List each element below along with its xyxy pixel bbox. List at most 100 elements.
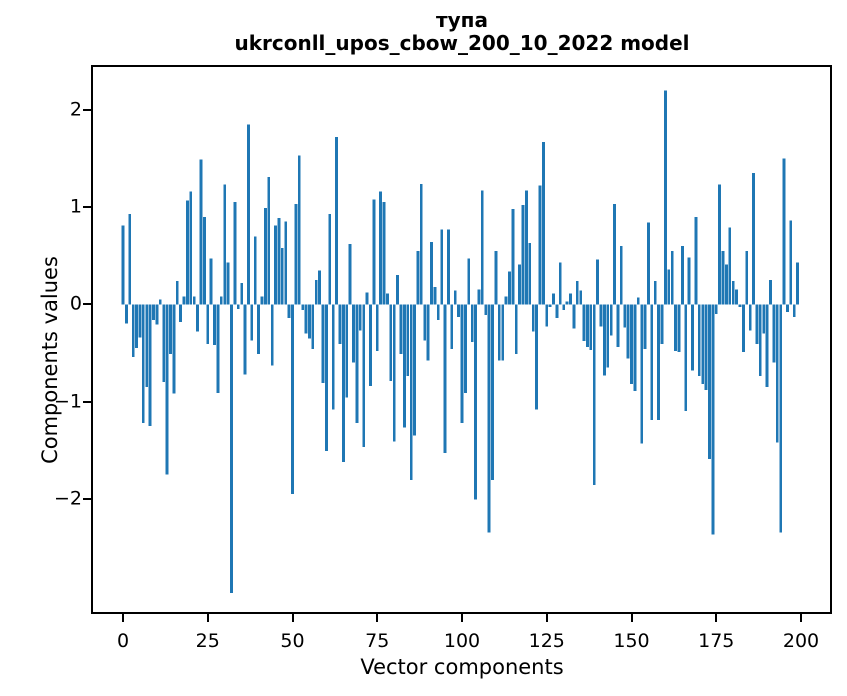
- bar: [162, 304, 166, 383]
- bar: [697, 304, 701, 377]
- x-tick-label: 0: [116, 630, 130, 652]
- bar: [775, 304, 779, 443]
- bar: [541, 141, 545, 305]
- bar: [535, 304, 538, 410]
- bar: [328, 213, 332, 305]
- bar: [660, 304, 664, 345]
- bar: [277, 217, 281, 305]
- bar: [416, 250, 420, 305]
- bar: [131, 304, 135, 357]
- bar: [755, 304, 759, 345]
- bar: [308, 304, 311, 339]
- x-tick-mark: [545, 614, 548, 622]
- bar: [386, 293, 389, 305]
- bar: [728, 227, 732, 305]
- bar: [457, 304, 461, 317]
- bar: [304, 304, 308, 334]
- x-tick-label: 25: [195, 630, 220, 652]
- bar: [484, 304, 488, 315]
- bar: [355, 304, 359, 423]
- bar: [270, 304, 274, 366]
- bar: [565, 301, 569, 305]
- bar: [175, 280, 179, 305]
- bar: [430, 242, 433, 305]
- bar: [199, 159, 203, 305]
- x-tick-label: 175: [698, 630, 735, 652]
- bar: [372, 199, 376, 305]
- x-axis-label: Vector components: [360, 655, 564, 679]
- x-tick-label: 125: [528, 630, 565, 652]
- bar: [358, 304, 362, 331]
- chart-title: тупа ukrconll_upos_cbow_200_10_2022 mode…: [91, 9, 833, 55]
- bar: [311, 304, 315, 350]
- bar: [538, 185, 542, 305]
- bar: [562, 304, 566, 311]
- x-tick-mark: [376, 614, 379, 622]
- bar: [331, 304, 335, 410]
- bar: [643, 304, 647, 350]
- bar: [782, 158, 786, 305]
- y-tick-label: 2: [69, 98, 82, 121]
- y-tick-mark: [83, 497, 91, 500]
- bar: [257, 304, 260, 354]
- bar: [314, 280, 318, 305]
- bar: [172, 304, 176, 394]
- x-tick-label: 200: [782, 630, 820, 652]
- bar: [280, 247, 284, 305]
- bar: [338, 304, 342, 345]
- bar: [633, 304, 637, 391]
- bar: [453, 290, 457, 305]
- bar: [748, 304, 752, 331]
- bar: [630, 304, 633, 384]
- bar: [294, 204, 298, 305]
- bar: [596, 259, 599, 305]
- bar: [647, 222, 650, 305]
- bar: [348, 244, 352, 305]
- bar: [426, 304, 430, 361]
- bar: [419, 183, 423, 305]
- bar: [636, 297, 640, 305]
- bar: [148, 304, 152, 426]
- x-tick-mark: [206, 614, 209, 622]
- bar: [704, 304, 708, 390]
- bar: [731, 280, 735, 305]
- bar: [179, 304, 183, 322]
- chart-title-line1: тупа: [436, 8, 488, 32]
- bar: [477, 289, 481, 305]
- bar: [789, 220, 793, 305]
- bar: [192, 296, 196, 305]
- bar: [247, 124, 250, 305]
- x-tick-label: 50: [280, 630, 305, 652]
- bar: [436, 304, 440, 320]
- bar: [769, 280, 772, 305]
- bar: [186, 200, 189, 305]
- bar: [572, 304, 576, 329]
- bar: [677, 304, 681, 352]
- bar: [152, 304, 155, 320]
- bar: [514, 304, 518, 354]
- chart-title-line2: ukrconll_upos_cbow_200_10_2022 model: [234, 31, 690, 55]
- bar: [219, 296, 223, 305]
- bar: [443, 304, 447, 454]
- bar: [762, 304, 766, 334]
- bar: [382, 202, 386, 305]
- y-tick-mark: [83, 206, 91, 209]
- bar: [511, 209, 515, 305]
- x-tick-mark: [461, 614, 463, 622]
- x-tick-label: 100: [443, 630, 481, 652]
- bar: [674, 304, 677, 351]
- bar: [128, 213, 132, 305]
- bar: [525, 190, 528, 305]
- bar: [494, 250, 498, 305]
- bar: [213, 304, 216, 346]
- bar: [745, 250, 749, 305]
- x-tick-label: 75: [365, 630, 390, 652]
- bar: [155, 304, 159, 325]
- bar: [765, 304, 769, 387]
- bar: [433, 286, 437, 305]
- x-tick-mark: [630, 614, 633, 622]
- bar: [463, 304, 467, 393]
- bar: [345, 304, 349, 398]
- bar: [189, 191, 193, 305]
- bar: [735, 289, 738, 305]
